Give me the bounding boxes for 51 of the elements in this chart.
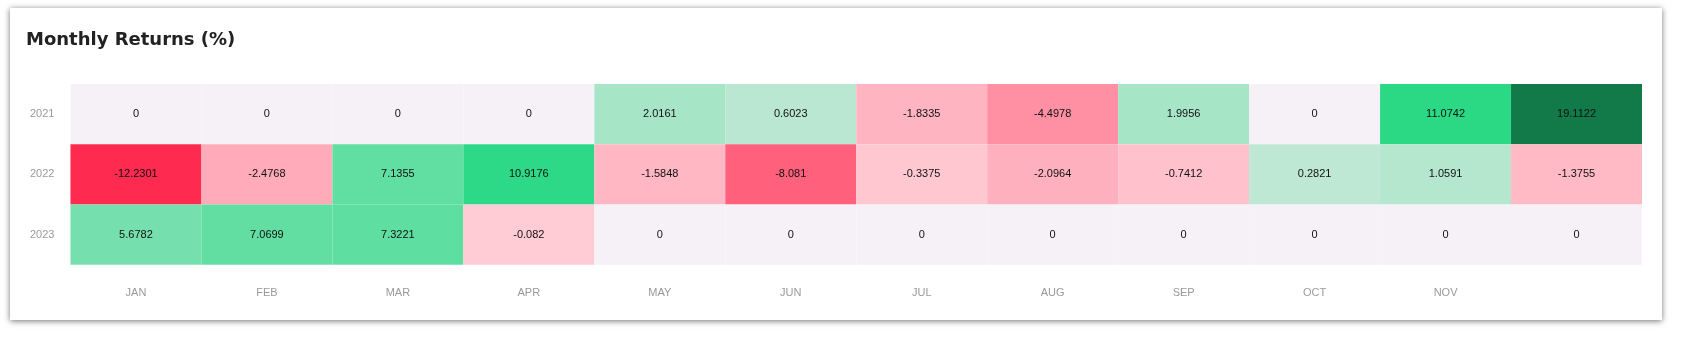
chart-title: Monthly Returns (%) [26,28,236,49]
data-label: 0 [394,107,401,120]
data-label: 0 [656,227,663,240]
data-label: 0 [525,107,532,120]
data-label: 7.1355 [381,167,415,180]
x-tick-label: FEB [256,286,278,299]
x-tick-label: OCT [1302,286,1327,299]
x-tick-label: JUL [911,286,932,299]
data-label: 0 [918,227,925,240]
data-label: 0 [1180,227,1187,240]
data-label: 0 [1573,227,1580,240]
data-label: 0.2821 [1297,167,1332,180]
data-label: 0 [1311,227,1318,240]
data-label: -12.2301 [114,167,158,180]
data-label: -4.4978 [1034,107,1072,120]
data-label: -8.081 [775,167,807,180]
data-label: -1.8335 [903,107,941,120]
data-label: -0.082 [513,227,545,240]
data-label: 0 [1311,107,1318,120]
x-tick-label: APR [517,286,541,299]
x-tick-label: NOV [1433,286,1459,299]
data-label: -1.3755 [1557,167,1596,180]
x-tick-label: MAR [385,286,411,299]
data-label: 11.0742 [1426,107,1466,120]
data-label: 10.9176 [508,167,549,180]
data-label: 0 [787,227,794,240]
x-tick-label: SEP [1172,286,1195,299]
x-tick-label: JUN [780,286,802,299]
data-label: -0.3375 [903,167,941,180]
data-label: 0 [1442,227,1449,240]
data-label: 5.6782 [119,227,153,240]
data-label: 19.1122 [1557,107,1596,120]
data-label: -0.7412 [1164,167,1203,180]
x-tick-label: MAY [648,286,672,299]
data-label: 0.6023 [773,107,808,120]
data-label: -2.0964 [1034,167,1072,180]
y-tick-label: 2023 [29,227,55,240]
data-label: -2.4768 [248,167,286,180]
data-label: 7.0699 [250,227,284,240]
y-tick-label: 2022 [29,167,55,180]
data-label: 2.0161 [642,107,677,120]
x-tick-label: AUG [1040,286,1065,299]
data-label: 1.9956 [1166,107,1201,120]
data-label: 0 [263,107,270,120]
data-label: -1.5848 [641,167,679,180]
data-label: 1.0591 [1428,167,1463,180]
y-tick-label: 2021 [29,107,55,120]
data-label: 7.3221 [381,227,415,240]
data-label: 0 [132,107,140,120]
data-label: 0 [1049,227,1056,240]
x-tick-label: JAN [125,286,147,299]
